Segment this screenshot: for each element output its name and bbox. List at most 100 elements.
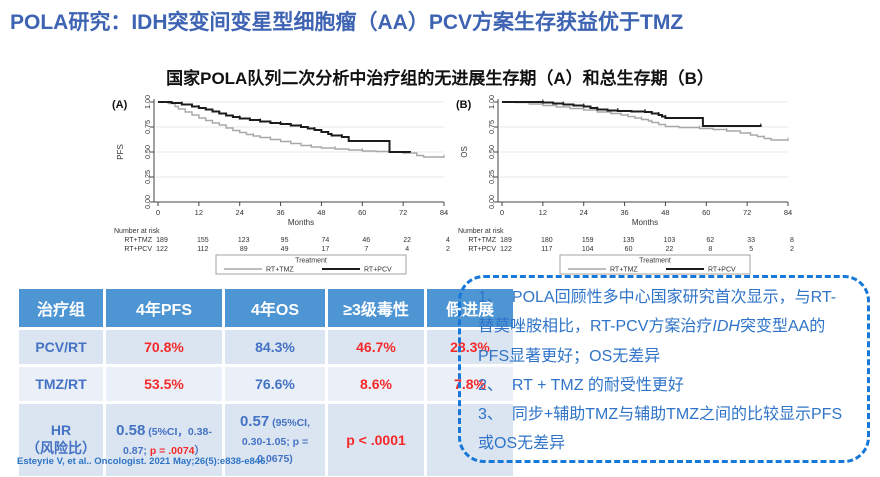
item-text: 同步+辅助TMZ与辅助TMZ之间的比较显示PFS或OS无差异 — [478, 406, 843, 453]
x-tick-label: 84 — [440, 208, 448, 217]
y-tick-label: 0.75 — [487, 120, 496, 134]
y-tick-label: 1.00 — [487, 95, 496, 109]
reference-citation: Esteyrie V, et al.. Oncologist. 2021 May… — [17, 456, 268, 467]
conclusions-box: 1、 POLA回顾性多中心国家研究首次显示，与RT-替莫唑胺相比，RT-PCV方案… — [458, 275, 870, 463]
x-tick-label: 72 — [399, 208, 407, 217]
hr-label-line2: （风险比） — [26, 439, 96, 456]
hr-toxicity-pvalue: p < .0001 — [328, 404, 424, 476]
km-svg: 0.000.250.500.751.000 12 24 36 48 60 72 84Month… — [112, 95, 450, 275]
x-tick-label: 0 — [156, 208, 160, 217]
risk-row-label: RT+TMZ — [468, 237, 496, 244]
hr-pfs-close-paren: ） — [194, 444, 206, 457]
pcv-os-value: 84.3% — [225, 330, 325, 364]
risk-value: 122 — [156, 246, 168, 253]
risk-value: 95 — [281, 237, 289, 244]
item-number: 3、 — [478, 406, 503, 424]
risk-value: 122 — [500, 246, 512, 253]
row-label-hr: HR （风险比） — [19, 404, 103, 476]
x-tick-label: 36 — [620, 208, 628, 217]
x-tick-label: 0 — [500, 208, 504, 217]
slide-title: POLA研究：IDH突变间变星型细胞瘤（AA）PCV方案生存获益优于TMZ — [10, 11, 684, 34]
x-tick-label: 24 — [236, 208, 244, 217]
risk-value: 7 — [364, 246, 368, 253]
y-tick-label: 0.00 — [487, 195, 496, 209]
risk-value: 60 — [625, 246, 633, 253]
legend-label: RT+TMZ — [610, 267, 638, 274]
axes: 0.00 0.25 0.50 0.75 1.00 0 12 24 36 48 60 72 84 Month… — [116, 95, 448, 227]
axes: 0.00 0.25 0.50 0.75 1.00 0 12 24 36 48 60 72 84 Month… — [460, 95, 792, 227]
hr-os-cell: 0.57 (95%CI, 0.30-1.05; p = 0.0675) — [225, 404, 325, 476]
hr-os-ci: (95%CI, 0.30-1.05; p = 0.0675) — [241, 417, 311, 466]
risk-value: 5 — [749, 246, 753, 253]
km-curve-rt-tmz — [158, 101, 445, 158]
conclusion-item-1: 1、 POLA回顾性多中心国家研究首次显示，与RT-替莫唑胺相比，RT-PCV方案… — [478, 283, 852, 371]
row-label-pcv-rt: PCV/RT — [19, 330, 103, 364]
table-row: TMZ/RT 53.5% 76.6% 8.6% 7.8% — [19, 367, 513, 401]
risk-value: 8 — [708, 246, 712, 253]
risk-value: 103 — [664, 237, 676, 244]
x-tick-label: 60 — [358, 208, 366, 217]
x-axis-title: Months — [632, 218, 658, 227]
hr-pfs-pvalue: p = .0074 — [149, 444, 195, 457]
risk-value: 2 — [446, 246, 450, 253]
risk-value: 117 — [541, 246, 552, 253]
legend-title: Treatment — [295, 258, 327, 265]
tmz-pseudoprogression-value: 7.8% — [427, 367, 513, 401]
y-tick-label: 0.50 — [143, 145, 152, 159]
risk-row-label: RT+PCV — [468, 246, 496, 253]
legend-label: RT+PCV — [364, 267, 392, 274]
km-curve-rt-pcv — [158, 101, 411, 153]
header-treatment-group: 治疗组 — [19, 289, 103, 327]
table-row-hr: HR （风险比） 0.58 (5%CI，0.38-0.87; p = .0074… — [19, 404, 513, 476]
row-label-tmz-rt: TMZ/RT — [19, 367, 103, 401]
y-tick-label: 0.75 — [143, 120, 152, 134]
risk-value: 74 — [322, 237, 330, 244]
item-text: 突变型AA的PFS显著更好；OS无差异 — [478, 318, 826, 365]
item-number: 1、 — [478, 289, 503, 306]
risk-value: 8 — [790, 237, 794, 244]
risk-value: 22 — [403, 237, 411, 244]
y-tick-label: 1.00 — [143, 95, 152, 109]
x-tick-label: 84 — [784, 208, 792, 217]
risk-value: 135 — [623, 237, 635, 244]
item-number: 2、 — [478, 376, 503, 394]
x-tick-label: 48 — [661, 208, 669, 217]
pcv-pfs-value: 70.8% — [106, 330, 222, 364]
km-curve-rt-pcv — [502, 101, 762, 127]
y-axis-title: PFS — [116, 144, 125, 160]
legend-title: Treatment — [639, 258, 671, 265]
item-italic-text: IDH — [712, 318, 740, 336]
risk-value: 123 — [238, 237, 250, 244]
svg-text:Number at risk: Number at risk — [458, 228, 504, 235]
risk-value: 46 — [362, 237, 370, 244]
item-text: RT + TMZ 的耐受性更好 — [511, 376, 684, 394]
risk-value: 22 — [666, 246, 674, 253]
risk-value: 159 — [582, 237, 594, 244]
x-tick-label: 12 — [195, 208, 203, 217]
x-tick-label: 60 — [702, 208, 710, 217]
risk-value: 33 — [747, 237, 755, 244]
x-tick-label: 12 — [539, 208, 547, 217]
x-tick-label: 24 — [580, 208, 588, 217]
x-axis-title: Months — [288, 218, 314, 227]
risk-value: 49 — [281, 246, 289, 253]
x-tick-label: 48 — [317, 208, 325, 217]
svg-text:Number at risk: Number at risk — [114, 228, 160, 235]
risk-value: 112 — [197, 246, 208, 253]
risk-value: 4 — [405, 246, 409, 253]
hr-pfs-cell: 0.58 (5%CI，0.38-0.87; p = .0074） — [106, 404, 222, 476]
risk-value: 189 — [156, 237, 168, 244]
hr-label-line1: HR — [50, 421, 72, 438]
table-header-row: 治疗组 4年PFS 4年OS ≥3级毒性 假进展 — [19, 289, 513, 327]
risk-value: 155 — [197, 237, 209, 244]
y-axis-title: OS — [460, 146, 469, 158]
header-4y-pfs: 4年PFS — [106, 289, 222, 327]
tmz-os-value: 76.6% — [225, 367, 325, 401]
x-tick-label: 72 — [743, 208, 751, 217]
legend-label: RT+PCV — [708, 267, 736, 274]
km-chart-os: 0.00 0.25 0.50 0.75 1.00 0 12 24 36 48 60 72 84 Month… — [454, 92, 796, 278]
risk-row-label: RT+TMZ — [124, 237, 152, 244]
conclusion-item-3: 3、 同步+辅助TMZ与辅助TMZ之间的比较显示PFS或OS无差异 — [478, 400, 852, 459]
